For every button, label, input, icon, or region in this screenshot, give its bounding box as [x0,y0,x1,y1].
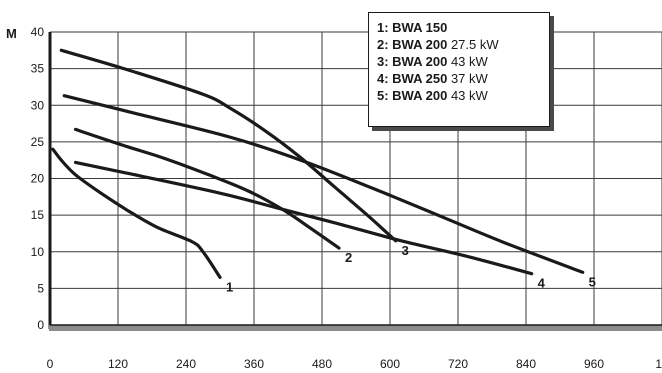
y-tick-label: 0 [37,318,44,332]
legend-model: 2: BWA 200 [377,37,448,52]
y-tick-label: 10 [31,245,45,259]
y-tick-label: 40 [31,25,45,39]
series-end-label-2: 2 [345,250,352,265]
y-tick-label: 30 [31,98,45,112]
y-tick-label: 25 [31,135,45,149]
legend-entry: 3: BWA 200 43 kW [377,53,549,70]
x-tick-label: 600 [380,357,400,371]
legend-model: 5: BWA 200 [377,88,448,103]
x-tick-label: 480 [312,357,332,371]
axes [48,32,662,331]
y-tick-label: 15 [31,208,45,222]
series-end-label-4: 4 [538,276,546,291]
legend-power: 43 kW [447,54,488,69]
legend-entry: 5: BWA 200 43 kW [377,87,549,104]
grid [50,31,662,325]
legend-entry: 1: BWA 150 [377,19,549,36]
legend-power: 43 kW [447,88,488,103]
y-axis-label: M [6,26,17,41]
series-end-label-5: 5 [589,274,596,289]
y-tick-label: 5 [37,281,44,295]
x-tick-label: 240 [176,357,196,371]
y-tick-label: 20 [31,172,45,186]
x-axis-band [49,325,662,331]
x-tick-label: 0 [47,357,54,371]
legend-model: 3: BWA 200 [377,54,448,69]
x-tick-label: 720 [448,357,468,371]
series-line-4 [73,160,534,276]
legend-model: 1: BWA 150 [377,20,448,35]
legend-entry: 2: BWA 200 27.5 kW [377,36,549,53]
x-tick-label: 10 [655,357,662,371]
legend-entry: 4: BWA 250 37 kW [377,70,549,87]
x-tick-label: 360 [244,357,264,371]
curves [51,48,585,279]
series-line-5 [62,94,585,274]
legend-model: 4: BWA 250 [377,71,448,86]
curve-labels: 1 2 3 4 5 [226,243,596,295]
series-line-2 [73,127,341,250]
legend-power: 37 kW [447,71,488,86]
series-line-1 [51,147,222,279]
legend-power: 27.5 kW [447,37,499,52]
y-tick-label: 35 [31,62,45,76]
tick-labels: 0120240360480600720840960100510152025303… [31,25,662,371]
series-end-label-1: 1 [226,279,233,294]
series-end-label-3: 3 [402,243,409,258]
series-line-3 [59,48,398,243]
legend: 1: BWA 150 2: BWA 200 27.5 kW 3: BWA 200 4… [368,12,550,127]
x-tick-label: 840 [516,357,536,371]
x-tick-label: 960 [584,357,604,371]
x-tick-label: 120 [108,357,128,371]
